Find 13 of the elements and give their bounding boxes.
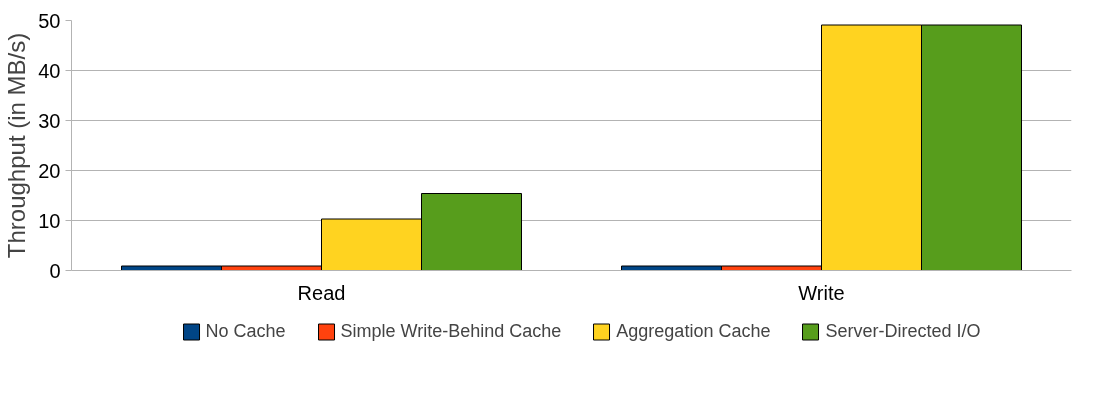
y-tick-label: 20	[38, 159, 61, 182]
y-tick-label: 30	[38, 109, 61, 132]
legend-label: Server-Directed I/O	[825, 320, 981, 342]
legend-label: Simple Write-Behind Cache	[340, 320, 562, 342]
legend-label: Aggregation Cache	[616, 320, 771, 342]
y-tick-label: 40	[38, 59, 61, 82]
x-tick-label: Write	[798, 281, 845, 304]
y-tick-label: 0	[49, 259, 61, 282]
x-tick-label: Read	[297, 281, 346, 304]
y-tick-label: 10	[38, 209, 61, 232]
legend-label: No Cache	[205, 320, 286, 342]
y-tick-label: 50	[38, 9, 61, 32]
y-axis-title: Throughput (in MB/s)	[3, 32, 31, 259]
